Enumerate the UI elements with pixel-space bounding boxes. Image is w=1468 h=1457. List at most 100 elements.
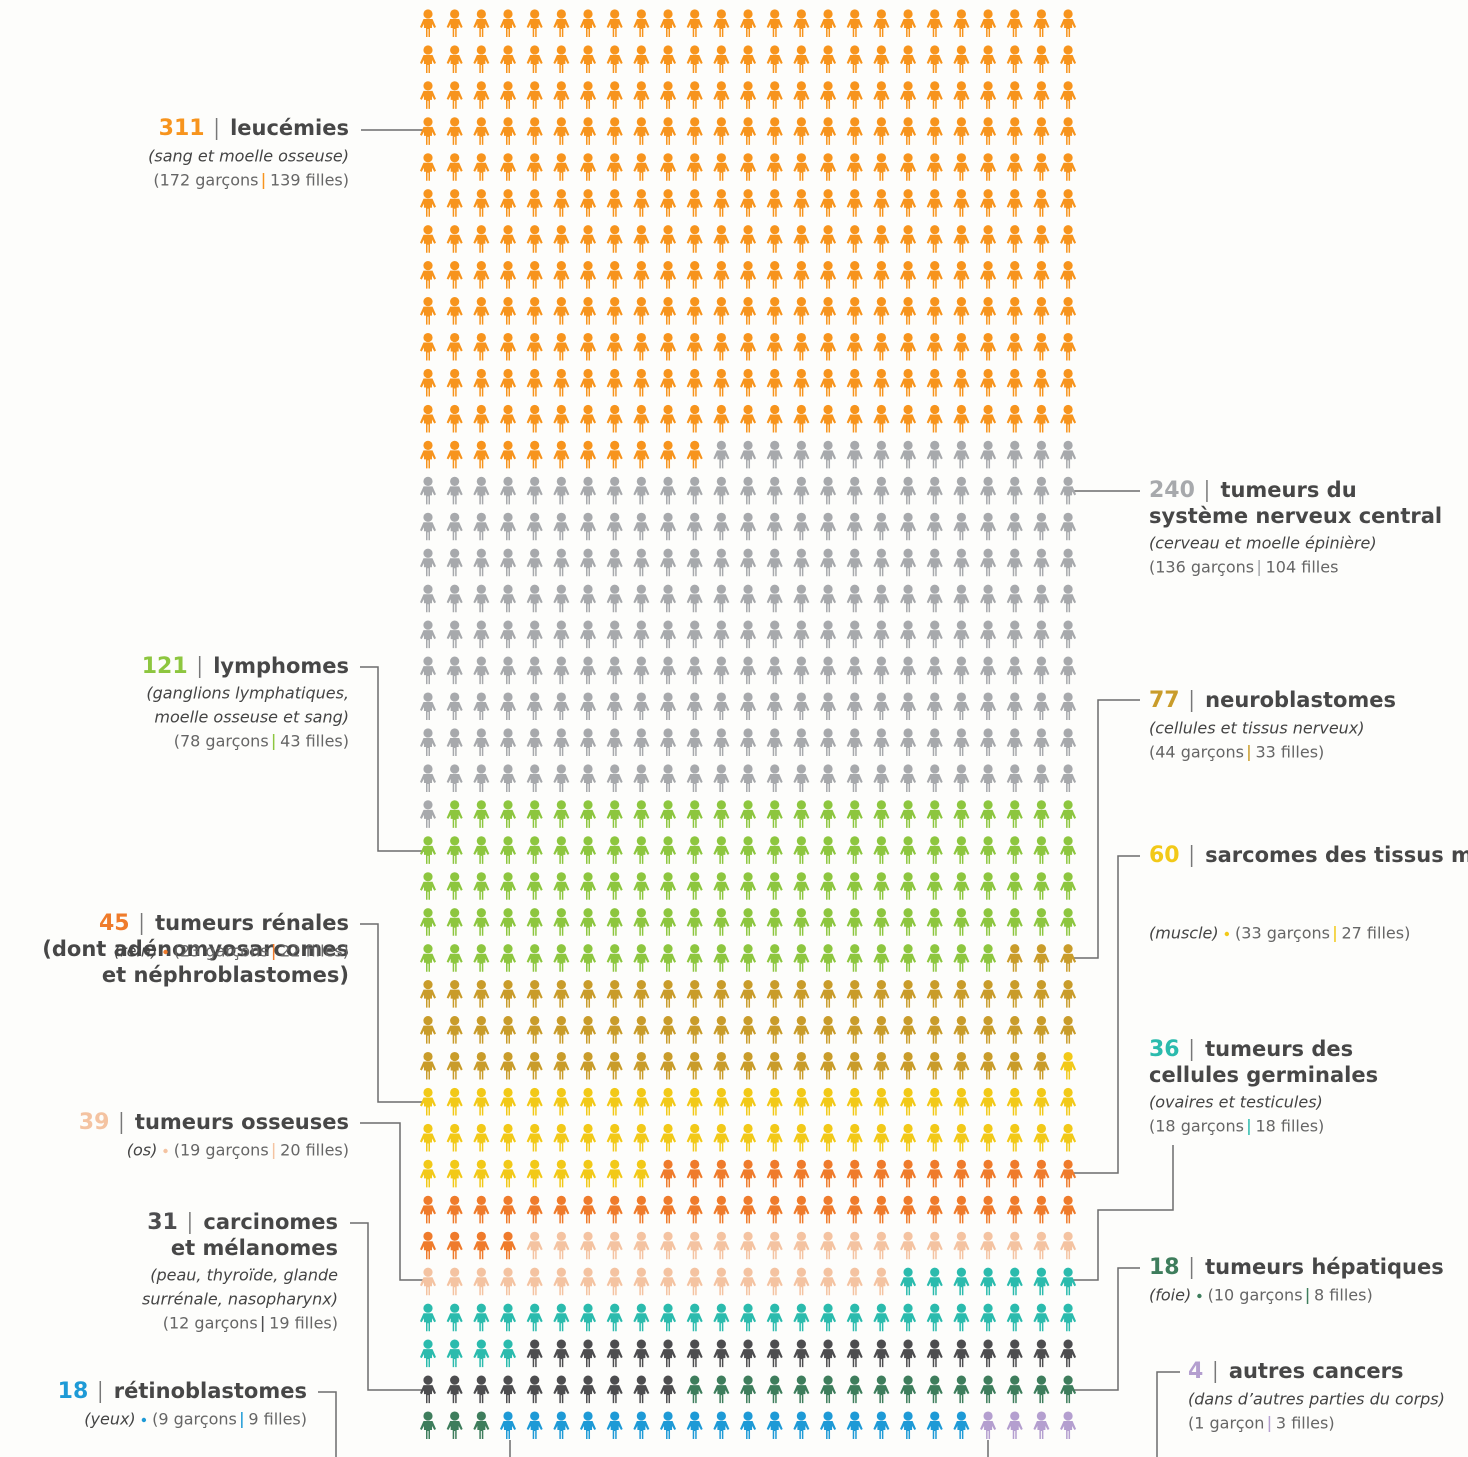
child-icon	[980, 117, 997, 145]
icon-body	[846, 738, 863, 756]
child-icon	[1033, 45, 1050, 73]
icon-body	[713, 881, 730, 900]
icon-head	[636, 944, 646, 954]
child-icon	[1033, 1375, 1050, 1404]
icon-head	[450, 117, 460, 127]
child-icon	[793, 1411, 810, 1440]
icon-head	[1036, 692, 1047, 702]
icon-head	[903, 189, 913, 199]
icon-body	[686, 522, 703, 541]
icon-head	[876, 1159, 886, 1169]
icon-head	[690, 9, 700, 19]
leader	[360, 923, 428, 1103]
child-icon	[900, 9, 917, 37]
icon-head	[770, 728, 780, 738]
icon-head	[663, 189, 673, 199]
icon-head	[583, 368, 593, 379]
icon-body	[580, 234, 597, 253]
icon-head	[503, 620, 513, 630]
child-icon	[606, 45, 623, 73]
icon-head	[1063, 1195, 1073, 1205]
icon-body	[926, 90, 943, 109]
icon-head	[476, 764, 486, 774]
icon-head	[636, 1051, 646, 1062]
child-icon	[766, 548, 783, 577]
icon-head	[583, 404, 593, 415]
icon-head	[476, 1303, 486, 1313]
child-icon	[420, 153, 436, 181]
icon-head	[903, 1087, 913, 1098]
icon-body	[846, 1061, 863, 1080]
icon-head	[423, 368, 433, 379]
icon-head	[1063, 836, 1073, 846]
icon-body	[820, 1133, 837, 1152]
icon-head	[1036, 45, 1047, 55]
icon-body	[1060, 1277, 1077, 1296]
icon-body	[606, 1061, 623, 1080]
icon-head	[530, 944, 540, 954]
child-icon	[820, 620, 837, 649]
icon-body	[580, 845, 597, 864]
icon-head	[476, 117, 486, 127]
icon-body	[793, 1025, 810, 1044]
icon-body	[980, 162, 997, 181]
child-icon	[686, 297, 703, 325]
icon-head	[556, 1375, 566, 1385]
icon-body	[1060, 378, 1077, 397]
icon-body	[1006, 522, 1023, 541]
child-icon	[633, 1159, 650, 1188]
category-name: autres cancers	[1229, 1359, 1404, 1383]
icon-head	[1063, 692, 1073, 702]
child-icon	[740, 117, 757, 145]
icon-body	[1006, 953, 1023, 972]
child-icon	[793, 117, 810, 145]
icon-body	[526, 809, 543, 828]
icon-body	[526, 1061, 543, 1080]
icon-head	[823, 1267, 833, 1277]
icon-body	[446, 1025, 463, 1044]
child-icon	[766, 1267, 783, 1296]
icon-head	[716, 1159, 726, 1169]
child-icon	[526, 261, 543, 289]
icon-head	[823, 512, 833, 522]
icon-body	[526, 1313, 543, 1332]
icon-head	[636, 189, 646, 199]
icon-head	[743, 261, 753, 271]
child-icon	[686, 45, 703, 73]
icon-body	[953, 630, 970, 649]
icon-head	[610, 548, 620, 558]
child-icon	[713, 404, 730, 433]
icon-head	[823, 584, 833, 594]
icon-body	[500, 1421, 517, 1440]
icon-body	[420, 702, 436, 721]
icon-body	[766, 342, 783, 361]
category-name: rétinoblastomes	[114, 1379, 307, 1403]
icon-body	[793, 342, 810, 361]
icon-head	[876, 476, 886, 486]
icon-body	[766, 1421, 783, 1440]
icon-head	[556, 1231, 566, 1241]
child-icon	[900, 836, 917, 864]
icon-head	[983, 728, 993, 738]
child-icon	[580, 944, 597, 972]
icon-body	[473, 1349, 490, 1368]
icon-body	[553, 19, 570, 37]
icon-head	[1010, 1195, 1020, 1205]
child-icon	[633, 332, 650, 361]
icon-body	[953, 594, 970, 613]
icon-body	[793, 594, 810, 613]
icon-body	[766, 486, 783, 505]
icon-head	[743, 368, 753, 379]
icon-head	[956, 548, 966, 558]
icon-body	[766, 234, 783, 253]
child-icon	[606, 117, 623, 145]
icon-head	[450, 404, 460, 415]
child-icon	[953, 225, 970, 253]
icon-head	[850, 1087, 860, 1098]
icon-body	[420, 270, 436, 289]
icon-head	[663, 9, 673, 19]
icon-body	[473, 1025, 490, 1044]
child-icon	[473, 728, 490, 756]
child-icon	[580, 1303, 597, 1332]
child-icon	[820, 117, 837, 145]
